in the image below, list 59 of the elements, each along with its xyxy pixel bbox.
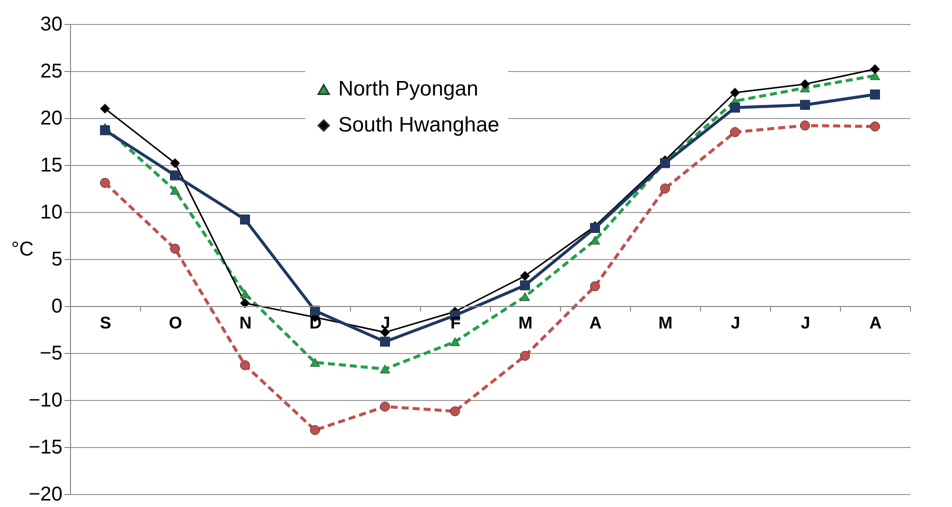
point [310,306,320,316]
y-tick-label: 20 [40,108,62,130]
point [800,79,810,90]
x-tick-label: S [100,314,112,332]
point [240,298,250,308]
point [240,214,250,225]
y-axis-title: °C [11,238,34,260]
point [310,358,320,367]
point [520,350,530,361]
point [310,425,320,436]
point [380,402,390,412]
x-tick-label: M [518,314,533,332]
x-tick-label: M [658,314,673,332]
y-tick-label: −20 [28,484,62,506]
x-tick-label: J [730,314,740,332]
point [870,121,880,132]
point [100,178,110,188]
legend-label: North Pyongan [338,78,478,100]
x-tick-label: A [869,314,882,332]
y-tick-label: 25 [40,60,62,82]
x-tick-label: O [168,314,182,332]
point [170,186,180,195]
point [660,184,670,194]
point [450,337,460,346]
point [240,360,250,370]
x-tick-label: A [589,314,602,332]
point [170,244,180,254]
point [240,289,250,298]
y-tick-label: 0 [51,296,62,318]
point [730,88,740,98]
y-tick-label: −15 [28,436,62,458]
point [870,90,880,100]
point [380,336,390,347]
point [380,364,390,374]
y-tick-label: 30 [40,14,62,36]
y-tick-label: 15 [40,154,62,176]
point [170,158,180,168]
y-tick-label: 5 [51,248,62,270]
y-tick-label: −10 [28,390,62,412]
y-tick-label: 10 [40,202,62,224]
point [170,170,180,180]
point [590,281,600,292]
point [730,102,740,113]
x-tick-label: J [800,314,810,332]
point [590,236,600,245]
point [100,125,110,136]
x-tick-label: J [380,314,390,332]
legend-label: South Hwanghae [338,114,500,136]
point [870,64,880,74]
x-tick-label: N [239,314,252,332]
y-tick-label: −5 [40,342,62,364]
point [450,406,460,416]
point [520,292,530,301]
point [800,120,810,131]
point [730,127,740,138]
point [520,280,530,290]
point [100,104,110,114]
point [800,100,810,110]
point [520,270,530,281]
